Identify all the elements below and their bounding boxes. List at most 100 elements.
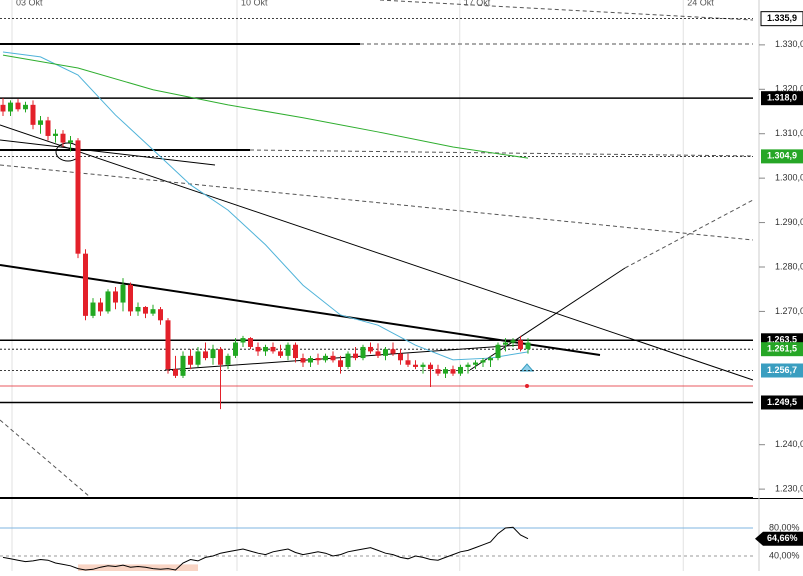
candle-body bbox=[248, 338, 253, 347]
candle-body bbox=[345, 353, 351, 367]
candle-body bbox=[113, 291, 118, 303]
drawn-line bbox=[0, 164, 754, 241]
drawn-line bbox=[624, 199, 754, 269]
y-tick-label: 1.280,0 bbox=[775, 261, 803, 271]
price-badge bbox=[761, 363, 803, 378]
candle-body bbox=[330, 355, 336, 361]
candle-body bbox=[285, 344, 291, 356]
candle-body bbox=[323, 355, 328, 361]
candle-body bbox=[218, 349, 223, 365]
candle-body bbox=[458, 366, 463, 374]
candle-body bbox=[83, 253, 88, 316]
candle-body bbox=[495, 344, 501, 359]
candle-body bbox=[368, 346, 373, 352]
price-badge-label: 1.263,5 bbox=[767, 335, 797, 345]
candle-body bbox=[420, 364, 426, 367]
candle-body bbox=[233, 342, 238, 356]
candle-body bbox=[465, 364, 471, 367]
levels bbox=[0, 18, 753, 404]
candle-body bbox=[53, 133, 58, 136]
price-badge bbox=[761, 395, 803, 410]
candle-body bbox=[98, 302, 103, 312]
candle-body bbox=[240, 338, 246, 343]
price-badge-label: 1.249,5 bbox=[767, 397, 797, 407]
candle-body bbox=[308, 358, 313, 363]
price-badge-label: 1.256,7 bbox=[767, 365, 797, 375]
candle-body bbox=[135, 306, 141, 312]
candle-body bbox=[263, 346, 268, 352]
moving-average bbox=[2, 51, 529, 361]
y-tick-label: 1.240,0 bbox=[775, 439, 803, 449]
candle-body bbox=[353, 353, 358, 359]
candle-body bbox=[383, 349, 388, 356]
candle-body bbox=[428, 364, 433, 370]
y-tick-label: 1.270,0 bbox=[775, 306, 803, 316]
drawn-line bbox=[379, 0, 754, 21]
candle-body bbox=[375, 351, 381, 356]
price-badge-label: 1.335,9 bbox=[767, 13, 797, 23]
candle-body bbox=[360, 346, 366, 359]
price-badge-label: 1.304,9 bbox=[767, 151, 797, 161]
candle-body bbox=[158, 309, 163, 321]
candle-body bbox=[180, 355, 186, 376]
candle-body bbox=[510, 340, 516, 343]
price-badge-label: 1.261,5 bbox=[767, 344, 797, 354]
candle-body bbox=[143, 306, 148, 314]
marker-triangle bbox=[519, 363, 535, 372]
candle-body bbox=[90, 302, 96, 316]
candle-body bbox=[488, 358, 493, 361]
candle-body bbox=[405, 360, 411, 365]
y-tick-label: 1.230,0 bbox=[775, 483, 803, 493]
indicator-line bbox=[2, 526, 529, 571]
drawn-line bbox=[0, 139, 216, 166]
indicator-panel bbox=[0, 526, 753, 571]
candle-body bbox=[525, 342, 531, 350]
moving-averages bbox=[2, 51, 529, 361]
price-badge bbox=[761, 91, 803, 106]
indicator-badge bbox=[755, 531, 803, 546]
price-badge bbox=[760, 11, 803, 27]
candle-body bbox=[30, 104, 36, 125]
candle-body bbox=[60, 133, 66, 143]
candle-body bbox=[503, 342, 508, 345]
candle-body bbox=[203, 351, 208, 359]
candle-body bbox=[23, 104, 28, 110]
candle-body bbox=[165, 320, 171, 370]
axis-background bbox=[753, 0, 803, 498]
drawn-line bbox=[0, 419, 91, 498]
candle-body bbox=[195, 351, 201, 365]
candle-body bbox=[150, 309, 156, 314]
candle-body bbox=[473, 362, 478, 365]
candle-body bbox=[45, 120, 51, 136]
candle-body bbox=[120, 284, 126, 303]
x-tick-label: 03 Okt bbox=[16, 0, 43, 7]
candle-body bbox=[443, 369, 448, 374]
candle-body bbox=[105, 291, 111, 312]
candle-body bbox=[255, 346, 261, 352]
y-tick-label: 1.290,0 bbox=[775, 217, 803, 227]
candle-body bbox=[128, 284, 133, 312]
price-badge bbox=[761, 149, 803, 164]
candle-body bbox=[38, 120, 43, 125]
y-tick-label: 1.310,0 bbox=[775, 128, 803, 138]
candle-body bbox=[390, 349, 396, 354]
candle-body bbox=[8, 102, 13, 112]
moving-average bbox=[2, 54, 529, 159]
candle-body bbox=[225, 355, 231, 365]
x-tick-label: 10 Okt bbox=[241, 0, 268, 7]
candle-body bbox=[278, 351, 283, 356]
candle-body bbox=[480, 360, 486, 363]
y-tick-label: 1.320,0 bbox=[775, 84, 803, 94]
candle-body bbox=[15, 102, 21, 110]
marker-dot bbox=[525, 384, 529, 388]
candle-body bbox=[293, 344, 298, 359]
candle-body bbox=[173, 369, 178, 376]
y-tick-label: 1.330,0 bbox=[775, 39, 803, 49]
indicator-badge-label: 64,66% bbox=[767, 533, 798, 543]
drawn-line bbox=[0, 124, 754, 381]
price-axis: 1.330,0 1.320,0 1.310,0 1.300,0 1.290,0 1.280… bbox=[753, 0, 803, 571]
x-tick-label: 17 Okt bbox=[464, 0, 491, 7]
grid: 03 Okt 10 Okt 17 Okt 24 Okt bbox=[11, 0, 714, 571]
candles bbox=[0, 98, 531, 410]
